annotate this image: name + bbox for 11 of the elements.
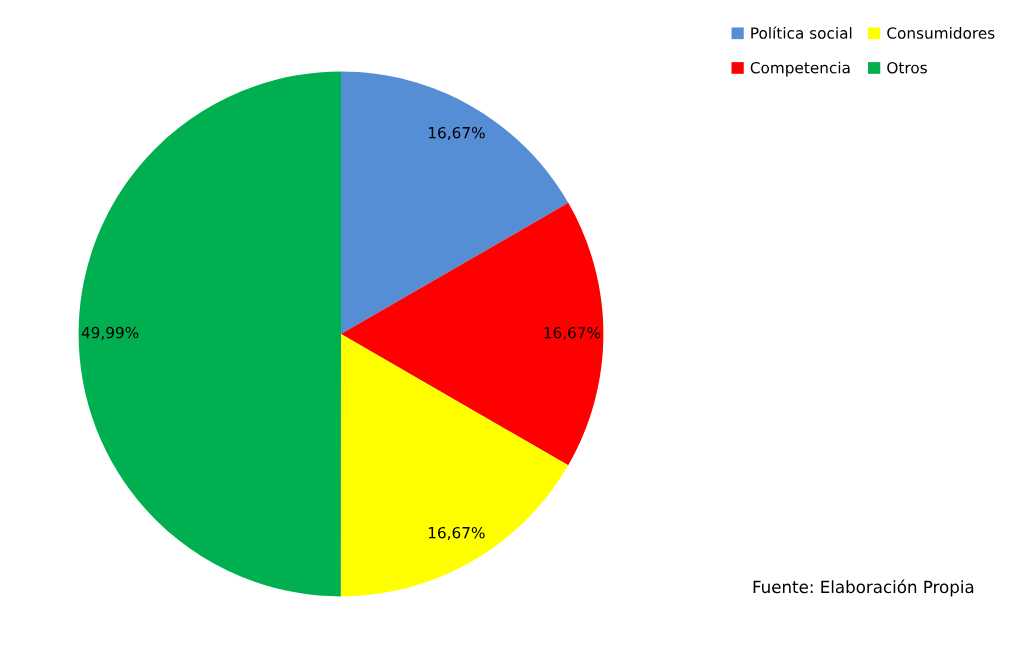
data-label: 16,67% [429,126,485,141]
data-label: 16,67% [544,326,601,341]
legend-label: Competencia [750,61,850,77]
source-note: Fuente: Elaboración Propia [753,579,974,597]
pie-slice [78,71,341,597]
data-label: 16,67% [428,526,485,541]
data-label: 49,99% [81,326,139,340]
pie-slice [341,202,604,466]
legend-label: Consumidores [887,27,995,39]
legend-label: Otros [887,61,927,74]
legend-label: Política social [751,26,852,39]
